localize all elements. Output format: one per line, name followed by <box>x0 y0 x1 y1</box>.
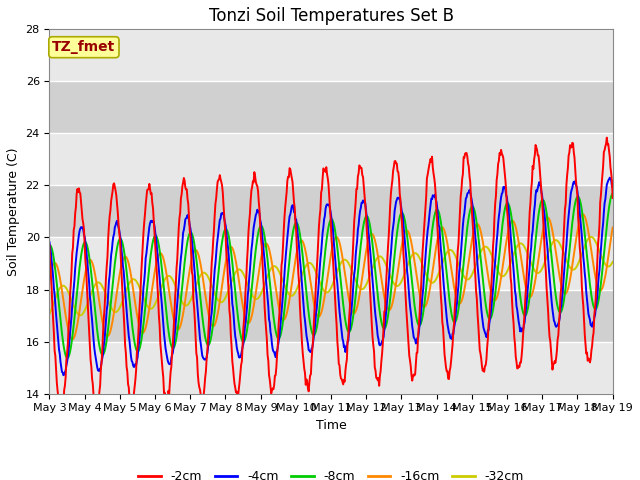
Bar <box>49 185 612 238</box>
-32cm <box>588 234 595 240</box>
-32cm <box>216 299 223 305</box>
-2cm <box>422 204 429 209</box>
-4cm <box>609 185 616 191</box>
-2cm <box>609 195 616 201</box>
Y-axis label: Soil Temperature (C): Soil Temperature (C) <box>7 147 20 276</box>
-4cm <box>216 217 223 223</box>
-4cm <box>244 293 252 299</box>
-16cm <box>609 225 616 230</box>
Line: -32cm: -32cm <box>49 237 612 315</box>
-8cm <box>265 271 273 277</box>
-8cm <box>244 323 252 328</box>
-32cm <box>113 309 120 315</box>
-32cm <box>609 259 616 265</box>
Bar <box>49 81 612 133</box>
-16cm <box>579 211 586 217</box>
-16cm <box>68 336 76 342</box>
-16cm <box>45 276 53 282</box>
Line: -2cm: -2cm <box>49 138 612 414</box>
-16cm <box>390 294 397 300</box>
Title: Tonzi Soil Temperatures Set B: Tonzi Soil Temperatures Set B <box>209 7 454 25</box>
-8cm <box>45 242 53 248</box>
-32cm <box>422 270 429 276</box>
Legend: -2cm, -4cm, -8cm, -16cm, -32cm: -2cm, -4cm, -8cm, -16cm, -32cm <box>133 466 529 480</box>
-32cm <box>265 270 273 276</box>
Bar <box>49 29 612 81</box>
Text: TZ_fmet: TZ_fmet <box>52 40 116 54</box>
-2cm <box>603 135 611 141</box>
-2cm <box>390 164 397 169</box>
-2cm <box>265 372 273 378</box>
-8cm <box>113 250 120 255</box>
-4cm <box>45 240 53 245</box>
-32cm <box>244 282 252 288</box>
-32cm <box>390 281 397 287</box>
Line: -8cm: -8cm <box>49 193 612 358</box>
-8cm <box>63 355 71 361</box>
Bar <box>49 133 612 185</box>
X-axis label: Time: Time <box>316 419 346 432</box>
Bar <box>49 342 612 394</box>
Line: -4cm: -4cm <box>49 178 612 375</box>
-2cm <box>244 246 252 252</box>
-2cm <box>57 411 65 417</box>
Line: -16cm: -16cm <box>49 214 612 339</box>
-16cm <box>216 299 223 304</box>
-8cm <box>390 259 397 265</box>
-8cm <box>609 191 616 196</box>
-32cm <box>45 311 53 317</box>
-2cm <box>113 192 120 198</box>
-16cm <box>422 303 429 309</box>
-4cm <box>113 219 120 225</box>
-2cm <box>45 242 53 248</box>
-16cm <box>265 246 273 252</box>
Bar <box>49 289 612 342</box>
-16cm <box>113 294 120 300</box>
-8cm <box>422 292 429 298</box>
-2cm <box>216 172 223 178</box>
-4cm <box>422 254 429 260</box>
-32cm <box>76 312 84 318</box>
Bar <box>49 238 612 289</box>
-4cm <box>60 372 67 378</box>
-4cm <box>265 316 273 322</box>
-8cm <box>216 256 223 262</box>
-16cm <box>244 320 252 326</box>
-4cm <box>390 218 397 224</box>
-4cm <box>606 175 614 180</box>
